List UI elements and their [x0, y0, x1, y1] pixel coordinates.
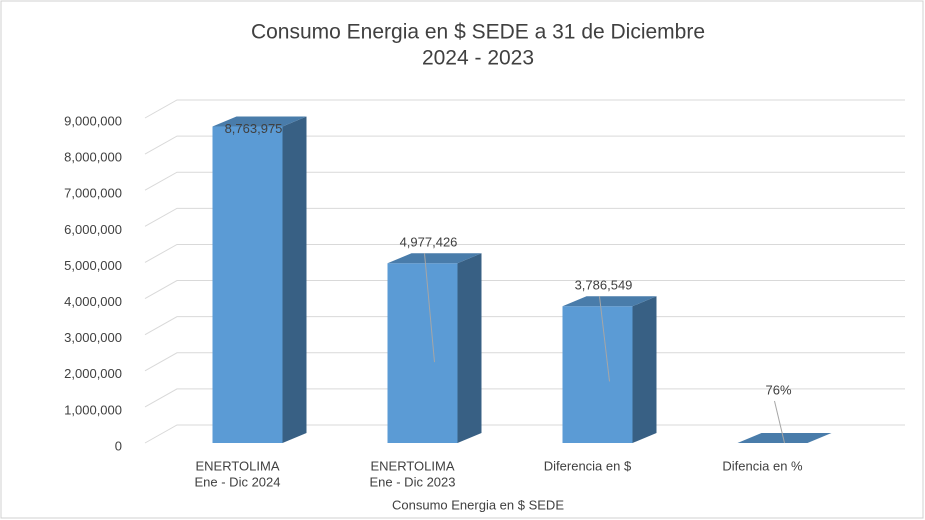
chart-title: 2024 - 2023: [422, 47, 534, 70]
y-tick-label: 3,000,000: [64, 330, 122, 345]
y-tick-label: 1,000,000: [64, 402, 122, 417]
y-tick-label: 6,000,000: [64, 222, 122, 237]
y-tick-label: 4,000,000: [64, 294, 122, 309]
x-tick-label: Diferencia en $: [544, 458, 632, 473]
bar-side: [632, 296, 657, 443]
y-tick-label: 5,000,000: [64, 258, 122, 273]
x-tick-label: Difencia en %: [722, 458, 803, 473]
bar: [212, 126, 283, 443]
bar-top: [562, 296, 657, 307]
grid-line: [144, 99, 905, 119]
grid-line: [144, 352, 905, 372]
bar: [387, 263, 458, 443]
data-label: 4,977,426: [400, 235, 458, 250]
bar-side: [457, 253, 482, 443]
leader-line: [599, 296, 610, 382]
grid-line: [144, 243, 905, 263]
bar-top: [212, 116, 307, 127]
x-tick-label: Ene - Dic 2023: [370, 474, 456, 489]
grid-line: [144, 388, 905, 408]
x-tick-label: ENERTOLIMA: [370, 458, 454, 473]
x-tick-label: ENERTOLIMA: [195, 458, 279, 473]
data-label: 76%: [765, 382, 791, 397]
grid-line: [144, 280, 905, 299]
y-tick-label: 8,000,000: [64, 150, 122, 165]
data-label: 3,786,549: [575, 278, 633, 293]
chart-title: Consumo Energia en $ SEDE a 31 de Diciem…: [251, 21, 705, 44]
grid-line: [144, 171, 905, 191]
grid-line: [144, 207, 905, 227]
x-axis-label: Consumo Energia en $ SEDE: [392, 497, 564, 512]
y-tick-label: 0: [115, 438, 122, 453]
leader-line: [424, 253, 435, 363]
y-tick-label: 7,000,000: [64, 186, 122, 201]
grid-line: [144, 316, 905, 336]
y-tick-label: 2,000,000: [64, 366, 122, 381]
bar-top: [737, 432, 832, 443]
bar: [562, 306, 633, 443]
x-tick-label: Ene - Dic 2024: [195, 474, 281, 489]
data-label: 8,763,975: [225, 121, 283, 136]
bar-top: [387, 253, 482, 264]
y-tick-label: 9,000,000: [64, 113, 122, 128]
grid-line: [144, 424, 905, 444]
bar-side: [282, 116, 307, 443]
leader-line: [774, 400, 785, 444]
grid-line: [144, 135, 905, 155]
